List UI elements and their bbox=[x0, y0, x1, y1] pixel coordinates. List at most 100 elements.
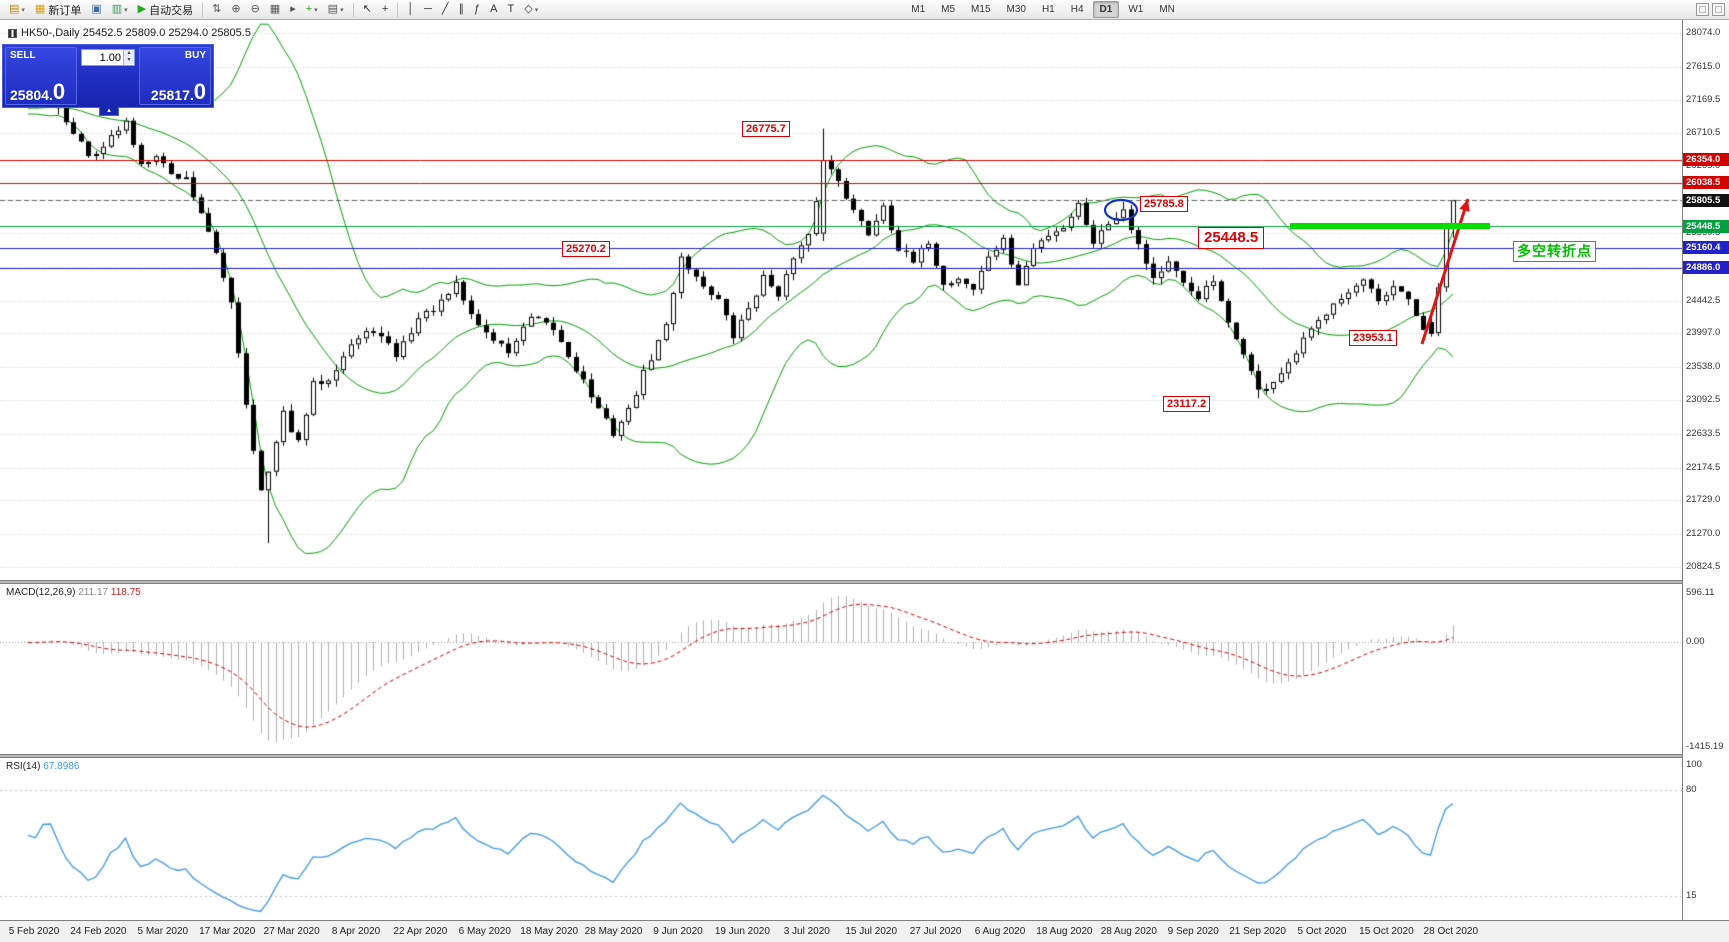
timeframe-m30[interactable]: M30 bbox=[1006, 4, 1026, 15]
zoom-in-button[interactable]: ⊕ bbox=[227, 1, 244, 19]
arrange-windows-icon-glyph: ⇅ bbox=[212, 3, 222, 15]
arrange-windows-icon[interactable]: ⇅ bbox=[208, 1, 225, 19]
horizontal-line-button-glyph: ─ bbox=[424, 3, 432, 15]
zoom-out-button[interactable]: ⊖ bbox=[247, 1, 264, 19]
annotation-price-25785[interactable]: 25785.8 bbox=[1140, 196, 1188, 212]
autotrading-button-glyph: ▶ bbox=[137, 3, 147, 15]
cursor-button[interactable]: ↖ bbox=[359, 1, 376, 19]
volume-value: 1.00 bbox=[99, 51, 121, 64]
price-level-badge: 26038.5 bbox=[1683, 176, 1729, 190]
rsi-canvas[interactable] bbox=[0, 758, 1682, 920]
date-label: 15 Oct 2020 bbox=[1359, 926, 1414, 937]
sell-price: 25804. 0 bbox=[10, 79, 66, 105]
buy-label: BUY bbox=[184, 50, 206, 61]
autotrading-button[interactable]: ▶ 自动交易 bbox=[134, 1, 197, 19]
annotation-level-25448[interactable]: 25448.5 bbox=[1198, 227, 1265, 249]
horizontal-line-button[interactable]: ─ bbox=[420, 1, 436, 19]
timeframe-m1[interactable]: M1 bbox=[911, 4, 926, 15]
new-order-button-glyph: ▦ bbox=[34, 3, 46, 15]
date-label: 3 Jul 2020 bbox=[783, 926, 830, 937]
rsi-scale-label: 15 bbox=[1686, 889, 1697, 901]
date-label: 22 Apr 2020 bbox=[393, 926, 448, 937]
chart-type-menu[interactable]: ▤ ▾ bbox=[5, 1, 29, 19]
timeframe-w1[interactable]: W1 bbox=[1128, 4, 1144, 15]
chart-title-text: HK50-,Daily 25452.5 25809.0 25294.0 2580… bbox=[21, 27, 251, 39]
chart-title: HK50-,Daily 25452.5 25809.0 25294.0 2580… bbox=[8, 27, 251, 39]
volume-up-button[interactable]: ▴ bbox=[124, 50, 134, 57]
text-button[interactable]: A bbox=[486, 1, 501, 19]
shapes-menu[interactable]: ◇ ▾ bbox=[520, 1, 542, 19]
trendline-button[interactable]: ╱ bbox=[438, 1, 453, 19]
buy-button[interactable]: BUY 25817. 0 bbox=[139, 47, 211, 105]
data-window-icon[interactable] bbox=[1696, 3, 1709, 16]
templates-menu[interactable]: ▤ ▾ bbox=[324, 1, 348, 19]
rsi-name: RSI(14) bbox=[6, 761, 41, 772]
chart-window-icon[interactable]: ▣ bbox=[87, 1, 105, 19]
date-label: 24 Feb 2020 bbox=[70, 926, 127, 937]
date-label: 6 Aug 2020 bbox=[974, 926, 1026, 937]
tile-windows-icon[interactable]: ▦ bbox=[266, 1, 284, 19]
toolbar-right bbox=[1693, 0, 1725, 19]
new-order-button[interactable]: ▦ 新订单 bbox=[31, 1, 85, 19]
annotation-low-23117[interactable]: 23117.2 bbox=[1163, 396, 1211, 412]
text-label-button-glyph: T bbox=[507, 3, 515, 15]
annotation-low-23953[interactable]: 23953.1 bbox=[1349, 330, 1397, 346]
timeframe-h4[interactable]: H4 bbox=[1070, 4, 1084, 15]
text-label-button[interactable]: T bbox=[504, 1, 519, 19]
date-label: 21 Sep 2020 bbox=[1229, 926, 1286, 937]
main-toolbar: ▤ ▾ ▦ 新订单 ▣ ▥ ▾ ▶ 自动交易 ⇅ ⊕ ⊖ ▦ ▸ + ▾ ▤ ▾ ↖ + │ ─ ╱ ∥ ƒ A T ◇ ▾ M1 M5 M… bbox=[0, 0, 1729, 20]
chart-objects-overlay: 26775.7 25785.8 25448.5 25270.2 23953.1 23117… bbox=[0, 20, 1682, 580]
text-button-glyph: A bbox=[490, 3, 498, 15]
trendline-button-glyph: ╱ bbox=[441, 3, 449, 15]
annotation-turning-point[interactable]: 多空转折点 bbox=[1513, 241, 1596, 262]
timeframe-m5[interactable]: M5 bbox=[941, 4, 956, 15]
buy-price: 25817. 0 bbox=[150, 79, 206, 105]
vertical-line-button[interactable]: │ bbox=[403, 1, 418, 19]
crosshair-button[interactable]: + bbox=[378, 1, 392, 19]
macd-scale-min: -1415.19 bbox=[1686, 741, 1724, 752]
collapse-trade-panel-button[interactable]: ▴ bbox=[99, 107, 119, 116]
volume-down-button[interactable]: ▾ bbox=[124, 57, 134, 64]
rsi-value: 67.8986 bbox=[43, 761, 80, 772]
one-click-trading-panel: SELL 25804. 0 1.00 ▴ ▾ BUY 25817. 0 ▴ bbox=[2, 44, 214, 116]
support-zone-bar[interactable] bbox=[1290, 223, 1490, 230]
timeframe-d1[interactable]: D1 bbox=[1092, 1, 1120, 18]
annotation-level-25270[interactable]: 25270.2 bbox=[562, 241, 610, 257]
price-scale-label: 23538.0 bbox=[1686, 361, 1721, 373]
rsi-scale-label: 80 bbox=[1686, 784, 1697, 796]
timeframe-m15[interactable]: M15 bbox=[971, 4, 991, 15]
price-scale-label: 24442.5 bbox=[1686, 294, 1721, 306]
time-axis[interactable]: 5 Feb 2020 24 Feb 2020 5 Mar 2020 17 Mar 20… bbox=[0, 920, 1729, 942]
volume-input[interactable]: 1.00 ▴ ▾ bbox=[81, 49, 135, 66]
panel-divider[interactable] bbox=[0, 580, 1729, 584]
main-chart-canvas[interactable] bbox=[0, 20, 1682, 580]
macd-scale-zero: 0.00 bbox=[1686, 636, 1705, 648]
auto-scroll-button-glyph: ▸ bbox=[290, 3, 296, 15]
shapes-menu-dropdown-icon: ▾ bbox=[534, 6, 539, 14]
timeframe-h1[interactable]: H1 bbox=[1041, 4, 1055, 15]
price-axis[interactable]: 28074.027615.027169.526710.526265.025805… bbox=[1682, 20, 1729, 920]
date-label: 9 Sep 2020 bbox=[1167, 926, 1219, 937]
toolbar-separator bbox=[397, 2, 399, 17]
chart-properties-icon[interactable] bbox=[1712, 3, 1725, 16]
date-label: 18 May 2020 bbox=[520, 926, 579, 937]
channel-button-glyph: ∥ bbox=[458, 3, 465, 15]
annotation-high-26775[interactable]: 26775.7 bbox=[742, 121, 790, 137]
panel-divider[interactable] bbox=[0, 754, 1729, 758]
date-label: 5 Oct 2020 bbox=[1297, 926, 1347, 937]
date-label: 28 May 2020 bbox=[584, 926, 643, 937]
macd-canvas[interactable] bbox=[0, 584, 1682, 754]
date-label: 27 Mar 2020 bbox=[263, 926, 320, 937]
indicators-menu[interactable]: + ▾ bbox=[302, 1, 322, 19]
date-label: 5 Feb 2020 bbox=[8, 926, 60, 937]
timeframe-mn[interactable]: MN bbox=[1159, 4, 1175, 15]
sell-button[interactable]: SELL 25804. 0 bbox=[5, 47, 77, 105]
channel-button[interactable]: ∥ bbox=[455, 1, 469, 19]
profiles-menu[interactable]: ▥ ▾ bbox=[108, 1, 132, 19]
fibonacci-button[interactable]: ƒ bbox=[470, 1, 484, 19]
date-label: 18 Aug 2020 bbox=[1036, 926, 1093, 937]
toolbar-separator bbox=[202, 2, 204, 17]
auto-scroll-button[interactable]: ▸ bbox=[286, 1, 300, 19]
indicators-menu-glyph: + bbox=[305, 3, 313, 15]
price-scale-label: 21729.0 bbox=[1686, 494, 1721, 506]
